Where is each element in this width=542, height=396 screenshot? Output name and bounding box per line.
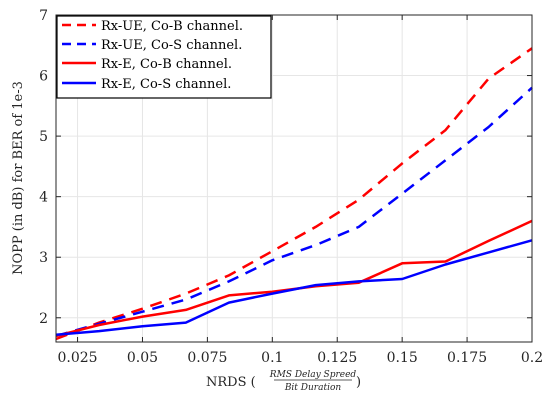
series-line-0 [55, 47, 533, 341]
legend-entry-rx-e-co-s: Rx-E, Co-S channel. [62, 77, 231, 92]
series-line-1 [55, 86, 533, 338]
x-axis-label-close: ) [356, 375, 361, 390]
x-tick-label: 0.075 [187, 350, 227, 366]
y-tick-label: 5 [39, 129, 48, 145]
legend-label: Rx-E, Co-S channel. [101, 77, 231, 92]
x-tick-label: 0.15 [387, 350, 418, 366]
legend-label: Rx-UE, Co-B channel. [101, 19, 243, 34]
series-line-3 [55, 239, 533, 336]
y-tick-label: 7 [39, 8, 48, 24]
x-tick-label: 0.05 [127, 350, 158, 366]
x-axis-label: NRDS ( RMS Delay Spreed Bit Duration ) [206, 370, 361, 393]
y-tick-label: 4 [39, 190, 48, 206]
legend-entry-rx-ue-co-b: Rx-UE, Co-B channel. [62, 19, 243, 34]
x-tick-label: 0.125 [317, 350, 357, 366]
y-tick-label: 3 [39, 250, 48, 266]
x-axis-label-denominator: Bit Duration [284, 383, 342, 393]
legend-box [56, 15, 272, 99]
plot-frame [55, 14, 533, 343]
y-tick-label: 2 [39, 311, 48, 327]
x-tick-label: 0.025 [58, 350, 98, 366]
x-tick-label: 0.1 [261, 350, 283, 366]
legend-label: Rx-UE, Co-S channel. [101, 38, 242, 53]
x-axis-label-text: NRDS ( [206, 375, 256, 390]
x-axis-label-numerator: RMS Delay Spreed [269, 370, 357, 380]
y-tick-label: 6 [39, 69, 48, 85]
legend: Rx-UE, Co-B channel. Rx-UE, Co-S channel… [56, 15, 272, 99]
x-tick-label: 0.2 [521, 350, 542, 366]
legend-label: Rx-E, Co-B channel. [101, 57, 232, 72]
y-axis-label: NOPP (in dB) for BER of 1e-3 [11, 81, 26, 275]
legend-entry-rx-e-co-b: Rx-E, Co-B channel. [62, 57, 232, 72]
legend-entry-rx-ue-co-s: Rx-UE, Co-S channel. [62, 38, 242, 53]
series-lines [55, 47, 533, 341]
x-tick-label: 0.175 [447, 350, 487, 366]
